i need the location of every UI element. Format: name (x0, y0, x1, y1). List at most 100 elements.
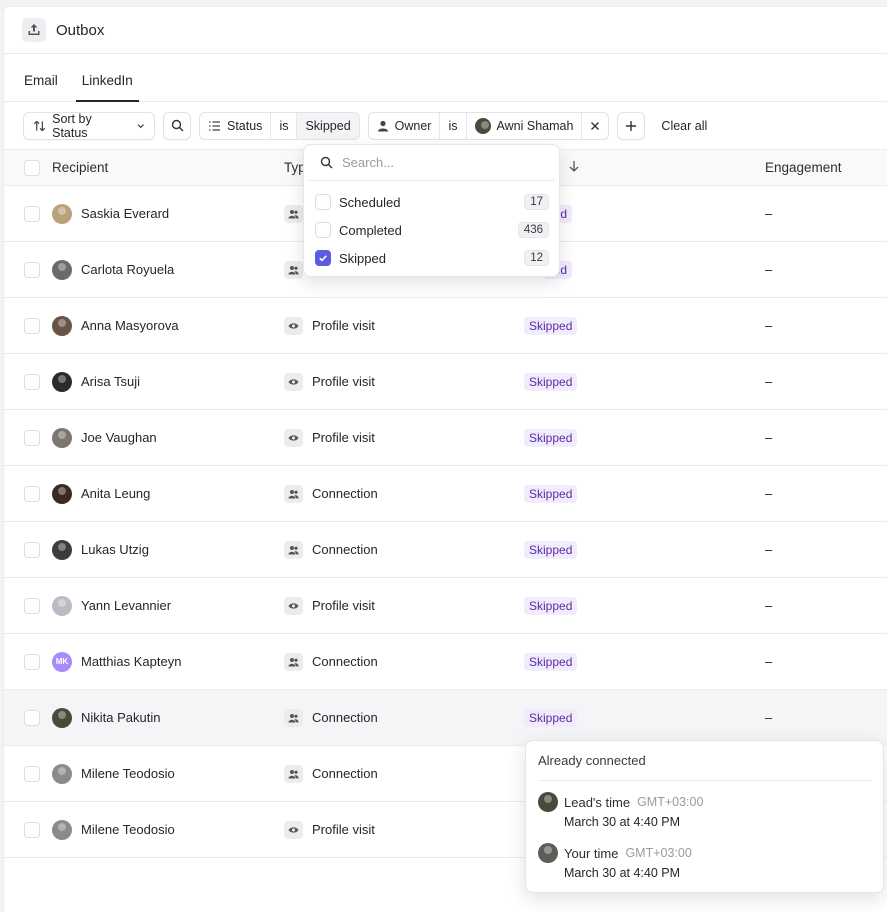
tab-linkedin[interactable]: LinkedIn (75, 73, 139, 102)
column-engagement[interactable]: Engagement (765, 160, 842, 175)
recipient-name[interactable]: Lukas Utzig (81, 542, 149, 557)
tooltip-title: Already connected (538, 741, 871, 781)
step-type: Profile visit (312, 822, 375, 837)
lead-timezone: GMT+03:00 (637, 795, 704, 809)
row-checkbox[interactable] (24, 821, 40, 838)
owner-filter-field[interactable]: Owner (369, 112, 441, 139)
table-row[interactable]: Arisa Tsuji Profile visit Skipped – (4, 354, 887, 410)
clear-all-button[interactable]: Clear all (661, 118, 708, 133)
option-count: 17 (524, 194, 549, 210)
recipient-name[interactable]: Yann Levannier (81, 598, 172, 613)
recipient-name[interactable]: Matthias Kapteyn (81, 654, 182, 669)
recipient-name[interactable]: Carlota Royuela (81, 262, 175, 277)
status-option-completed[interactable]: Completed 436 (304, 216, 559, 244)
row-checkbox[interactable] (24, 485, 40, 502)
table-row[interactable]: Milene Teodosio Profile visit (4, 802, 887, 858)
option-count: 12 (524, 250, 549, 266)
row-checkbox[interactable] (24, 653, 40, 670)
recipient-name[interactable]: Milene Teodosio (81, 766, 175, 781)
status-dropdown: Scheduled 17 Completed 436 Skipped 12 (303, 144, 560, 277)
owner-filter-chip[interactable]: Owner is Awni Shamah (367, 111, 610, 140)
step-type: Connection (312, 486, 378, 501)
recipient-avatar (52, 539, 72, 560)
recipient-name[interactable]: Nikita Pakutin (81, 710, 161, 725)
status-badge: Skipped (524, 428, 578, 447)
add-filter-button[interactable] (617, 111, 646, 140)
connection-icon (284, 708, 303, 727)
eye-icon (284, 820, 303, 839)
column-type[interactable]: Typ (284, 160, 306, 175)
option-checkbox-checked[interactable] (315, 250, 331, 266)
status-badge: Skipped (524, 372, 578, 391)
search-button[interactable] (163, 111, 191, 140)
table-row[interactable]: Yann Levannier Profile visit Skipped – (4, 578, 887, 634)
engagement-value: – (765, 542, 773, 557)
table-row[interactable]: MK Matthias Kapteyn Connection Skipped – (4, 634, 887, 690)
page-header: Outbox (4, 7, 887, 54)
remove-owner-filter-button[interactable] (582, 113, 608, 139)
row-checkbox[interactable] (24, 709, 40, 726)
status-search-input[interactable] (342, 155, 532, 170)
status-filter-operator[interactable]: is (271, 112, 298, 139)
recipient-name[interactable]: Milene Teodosio (81, 822, 175, 837)
table-row[interactable]: Anna Masyorova Profile visit Skipped – (4, 298, 887, 354)
your-time-value: March 30 at 4:40 PM (564, 866, 681, 880)
status-filter-value[interactable]: Skipped (297, 112, 359, 139)
table-row[interactable]: Milene Teodosio Connection (4, 746, 887, 802)
connection-tooltip: Already connected Lead's time GMT+03:00 … (525, 740, 884, 893)
step-type: Connection (312, 542, 378, 557)
column-recipient[interactable]: Recipient (52, 160, 109, 175)
engagement-value: – (765, 654, 773, 669)
engagement-value: – (765, 430, 773, 445)
recipient-name[interactable]: Arisa Tsuji (81, 374, 141, 389)
your-timezone: GMT+03:00 (625, 846, 692, 860)
row-checkbox[interactable] (24, 765, 40, 782)
lead-time-label: Lead's time (564, 794, 631, 810)
owner-filter-value[interactable]: Awni Shamah (467, 112, 583, 139)
engagement-value: – (765, 206, 773, 221)
eye-icon (284, 596, 303, 615)
list-icon (209, 120, 220, 131)
select-all-checkbox[interactable] (24, 159, 40, 176)
row-checkbox[interactable] (24, 317, 40, 334)
lead-time-value: March 30 at 4:40 PM (564, 815, 681, 829)
row-checkbox[interactable] (24, 261, 40, 278)
row-checkbox[interactable] (24, 205, 40, 222)
connection-icon (284, 260, 303, 279)
status-option-scheduled[interactable]: Scheduled 17 (304, 188, 559, 216)
outbox-icon (22, 18, 46, 42)
row-checkbox[interactable] (24, 541, 40, 558)
table-row[interactable]: Joe Vaughan Profile visit Skipped – (4, 410, 887, 466)
recipient-name[interactable]: Anna Masyorova (81, 318, 179, 333)
column-status[interactable] (524, 160, 765, 175)
option-count: 436 (517, 222, 549, 238)
tab-email[interactable]: Email (24, 73, 58, 88)
your-avatar (538, 843, 558, 863)
row-checkbox[interactable] (24, 597, 40, 614)
status-badge: Skipped (524, 484, 578, 503)
page-title: Outbox (56, 21, 105, 39)
recipient-avatar: MK (52, 651, 72, 672)
step-type: Profile visit (312, 374, 375, 389)
option-checkbox[interactable] (315, 222, 331, 238)
recipient-avatar (52, 203, 72, 224)
option-checkbox[interactable] (315, 194, 331, 210)
table-row[interactable]: Nikita Pakutin Connection Skipped – (4, 690, 887, 746)
row-checkbox[interactable] (24, 373, 40, 390)
recipient-name[interactable]: Anita Leung (81, 486, 151, 501)
recipient-avatar (52, 371, 72, 392)
recipient-avatar (52, 483, 72, 504)
table-row[interactable]: Anita Leung Connection Skipped – (4, 466, 887, 522)
status-option-skipped[interactable]: Skipped 12 (304, 244, 559, 272)
recipient-name[interactable]: Joe Vaughan (81, 430, 157, 445)
row-checkbox[interactable] (24, 429, 40, 446)
sort-button[interactable]: Sort by Status (23, 111, 155, 140)
status-filter-field[interactable]: Status (200, 112, 272, 139)
step-type: Profile visit (312, 318, 375, 333)
status-filter-chip[interactable]: Status is Skipped (199, 111, 360, 140)
recipient-name[interactable]: Saskia Everard (81, 206, 170, 221)
table-row[interactable]: Lukas Utzig Connection Skipped – (4, 522, 887, 578)
connection-icon (284, 540, 303, 559)
engagement-value: – (765, 262, 773, 277)
owner-filter-operator[interactable]: is (440, 112, 467, 139)
